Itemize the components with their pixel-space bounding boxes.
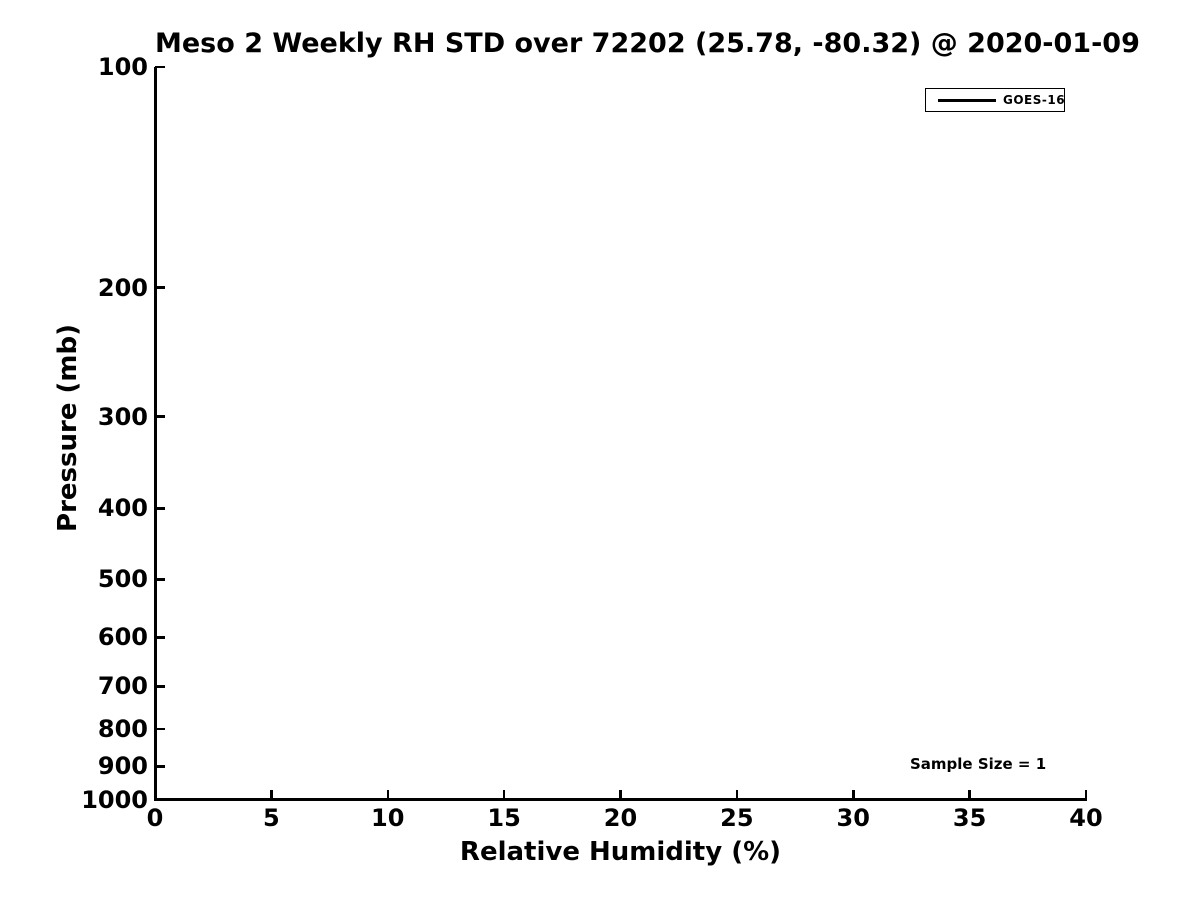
x-tick-label: 35: [952, 804, 987, 832]
x-tick-mark: [968, 790, 971, 800]
x-tick-mark: [852, 790, 855, 800]
y-tick-mark: [155, 798, 165, 802]
x-tick-mark: [1084, 790, 1088, 800]
legend-line-sample-icon: [938, 98, 996, 102]
x-tick-label: 30: [836, 804, 870, 832]
x-tick-label: 10: [371, 804, 405, 832]
x-tick-mark: [270, 790, 273, 800]
chart-title: Meso 2 Weekly RH STD over 72202 (25.78, …: [155, 28, 1140, 59]
y-tick-mark: [155, 415, 165, 418]
y-tick-label: 500: [97, 565, 148, 594]
y-tick-mark: [155, 685, 165, 688]
x-tick-label: 15: [487, 804, 521, 832]
y-tick-label: 200: [97, 273, 148, 302]
y-tick-mark: [155, 507, 165, 510]
y-tick-label: 100: [97, 53, 148, 81]
x-tick-mark: [735, 790, 739, 800]
legend: GOES-16: [925, 88, 1065, 112]
y-tick-label: 1000: [81, 786, 148, 814]
y-axis-spine: [154, 67, 157, 800]
y-tick-label: 900: [97, 752, 148, 781]
x-tick-label: 0: [146, 804, 164, 832]
x-tick-mark: [153, 790, 157, 800]
plot-area: 100 200 300 400 500 600 700 800 900 1000 0 5 10 15 20…: [81, 53, 1103, 867]
x-tick-label: 40: [1069, 804, 1103, 832]
sample-size-annotation: Sample Size = 1: [910, 755, 1047, 773]
y-tick-mark: [155, 727, 165, 731]
legend-label: GOES-16: [1003, 93, 1066, 107]
x-tick-label: 5: [263, 804, 280, 832]
x-tick-label: 25: [720, 804, 754, 832]
y-tick-label: 800: [97, 714, 148, 743]
y-tick-label: 700: [97, 672, 148, 701]
x-tick-label: 20: [603, 804, 638, 832]
y-tick-label: 300: [97, 402, 148, 431]
y-tick-label: 400: [97, 494, 148, 523]
y-tick-mark: [155, 286, 165, 289]
y-tick-mark: [155, 636, 165, 639]
y-tick-label: 600: [97, 623, 148, 652]
x-tick-mark: [502, 790, 506, 800]
y-tick-mark: [155, 65, 165, 69]
y-tick-mark: [155, 578, 165, 581]
data-series-layer: [155, 67, 1086, 800]
x-tick-mark: [619, 790, 622, 800]
x-axis-label: Relative Humidity (%): [459, 837, 782, 867]
x-tick-mark: [386, 790, 389, 800]
y-tick-mark: [155, 765, 165, 768]
